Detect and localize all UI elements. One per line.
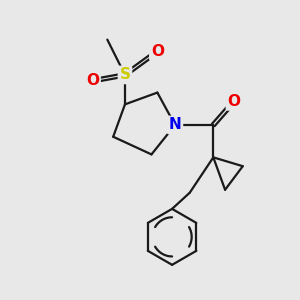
- Text: O: O: [86, 73, 99, 88]
- Text: O: O: [151, 44, 164, 59]
- Text: O: O: [227, 94, 240, 109]
- Text: N: N: [169, 118, 182, 133]
- Text: S: S: [119, 68, 130, 82]
